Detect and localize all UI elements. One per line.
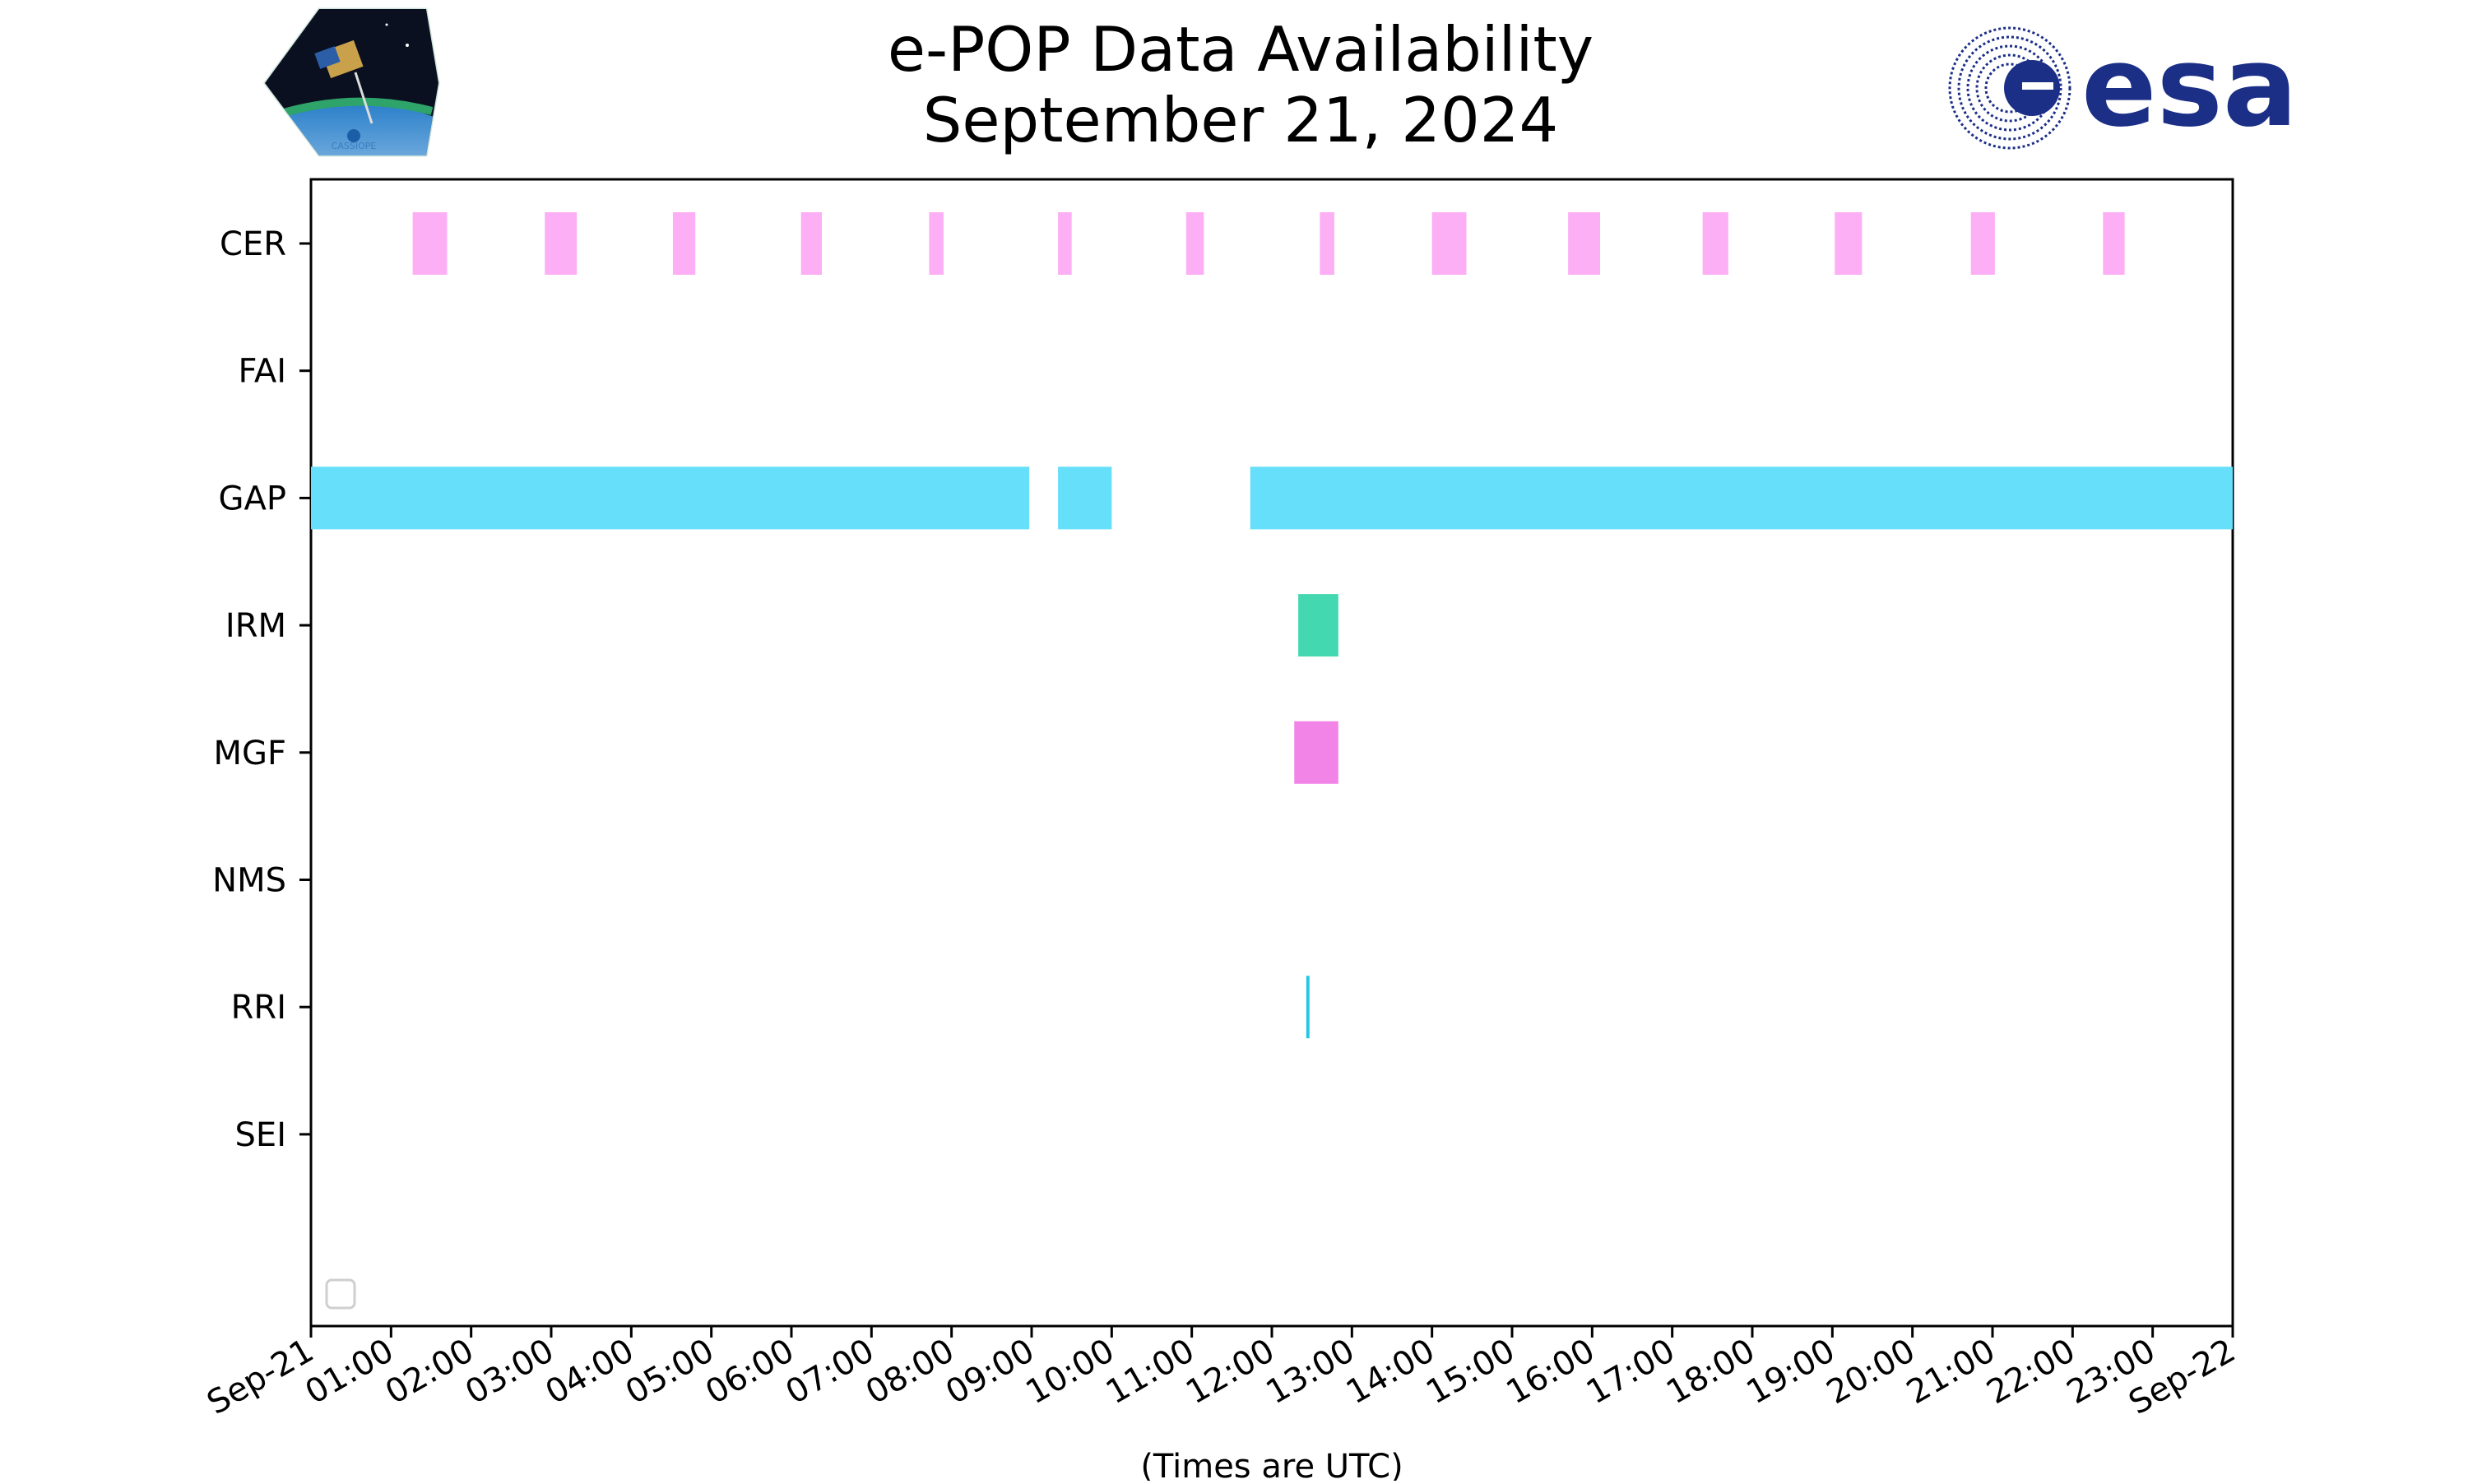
bar-cer-14 xyxy=(2103,212,2125,275)
y-axis: CER FAI GAP IRM MGF NMS RRI SEI xyxy=(212,225,311,1154)
x-tick-label: 06:00 xyxy=(699,1332,800,1412)
y-tick-label-gap: GAP xyxy=(219,480,286,517)
x-axis: Sep-2101:0002:0003:0004:0005:0006:0007:0… xyxy=(201,1326,2242,1422)
plot-area xyxy=(309,178,2234,1328)
y-tick-label-nms: NMS xyxy=(212,862,286,900)
x-tick-label: 17:00 xyxy=(1580,1332,1682,1412)
x-tick-label: 13:00 xyxy=(1260,1332,1361,1412)
bar-cer-7 xyxy=(1185,212,1204,275)
bar-cer-11 xyxy=(1702,212,1728,275)
x-tick-label: 01:00 xyxy=(299,1332,400,1412)
legend-box xyxy=(325,1278,356,1310)
y-tick-label-rri: RRI xyxy=(231,989,286,1027)
x-tick-label: 08:00 xyxy=(860,1332,961,1412)
bar-cer-9 xyxy=(1431,212,1467,275)
x-tick-label: 07:00 xyxy=(779,1332,880,1412)
bar-cer-6 xyxy=(1058,212,1072,275)
bar-cer-12 xyxy=(1835,212,1863,275)
chart-title-line2: September 21, 2024 xyxy=(923,84,1558,156)
bar-mgf-1 xyxy=(1294,721,1338,784)
y-tick-label-sei: SEI xyxy=(235,1116,286,1154)
bar-cer-8 xyxy=(1320,212,1334,275)
bar-cer-1 xyxy=(412,212,448,275)
bar-irm-1 xyxy=(1298,594,1338,657)
x-tick-label: 16:00 xyxy=(1500,1332,1601,1412)
bar-cer-4 xyxy=(800,212,822,275)
bar-cer-5 xyxy=(929,212,944,275)
bars-group xyxy=(311,212,2233,1039)
x-tick-label: 18:00 xyxy=(1660,1332,1761,1412)
bar-cer-13 xyxy=(1970,212,1995,275)
y-tick-label-mgf: MGF xyxy=(213,735,286,772)
bar-cer-3 xyxy=(672,212,696,275)
bar-gap-3 xyxy=(1250,466,2233,530)
y-tick-label-fai: FAI xyxy=(239,353,287,391)
x-tick-label: 22:00 xyxy=(1980,1332,2081,1412)
x-tick-label: 02:00 xyxy=(379,1332,480,1412)
x-tick-label: 11:00 xyxy=(1100,1332,1201,1412)
x-tick-label: 09:00 xyxy=(939,1332,1041,1412)
bar-cer-10 xyxy=(1568,212,1601,275)
cassiope-logo-label: CASSIOPE xyxy=(332,141,377,151)
chart-title-line1: e-POP Data Availability xyxy=(888,13,1594,86)
x-tick-label: 03:00 xyxy=(459,1332,560,1412)
y-tick-label-irm: IRM xyxy=(225,607,286,645)
bar-gap-1 xyxy=(311,466,1030,530)
y-tick-label-cer: CER xyxy=(220,225,286,263)
bar-cer-2 xyxy=(545,212,578,275)
x-tick-label: 14:00 xyxy=(1340,1332,1441,1412)
x-axis-label: (Times are UTC) xyxy=(1140,1448,1403,1481)
x-tick-label: 05:00 xyxy=(619,1332,721,1412)
x-tick-label: 21:00 xyxy=(1900,1332,2002,1412)
x-tick-label: 20:00 xyxy=(1821,1332,1922,1412)
x-tick-label: 10:00 xyxy=(1019,1332,1120,1412)
bar-rri-1 xyxy=(1306,976,1310,1039)
esa-logo-wordmark: esa xyxy=(2081,22,2298,151)
bar-gap-2 xyxy=(1058,466,1112,530)
esa-logo: esa xyxy=(1948,22,2298,151)
x-tick-label: 12:00 xyxy=(1180,1332,1281,1412)
x-tick-label: 04:00 xyxy=(539,1332,640,1412)
x-tick-label: 19:00 xyxy=(1740,1332,1841,1412)
x-tick-label: 15:00 xyxy=(1420,1332,1521,1412)
esa-logo-mark xyxy=(1948,26,2071,150)
